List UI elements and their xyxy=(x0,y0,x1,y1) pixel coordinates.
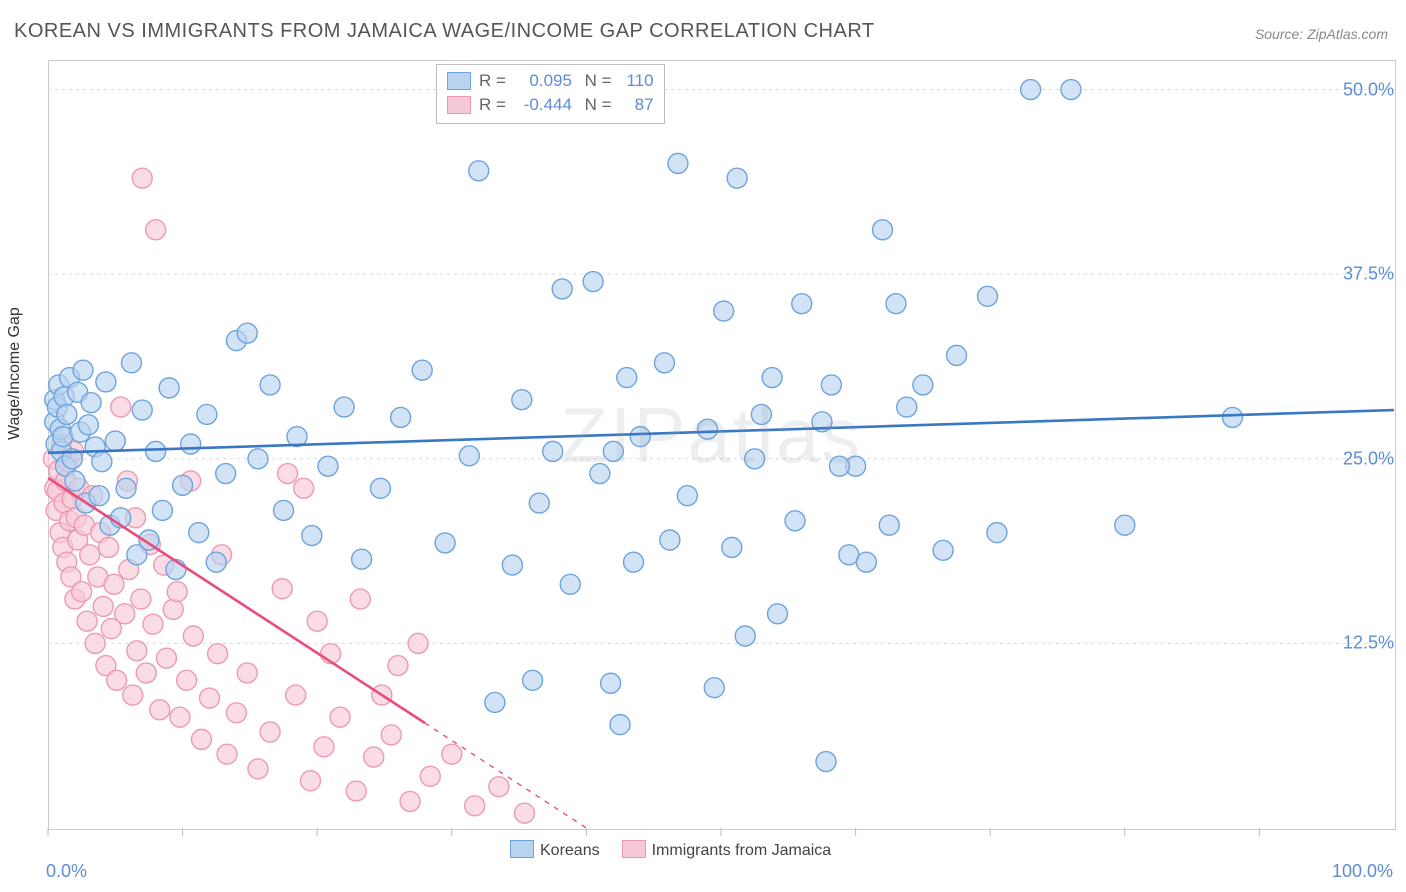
stats-row-koreans: R = 0.095 N = 110 xyxy=(447,69,654,93)
immigrants-r-value: -0.444 xyxy=(514,93,572,117)
koreans-r-value: 0.095 xyxy=(514,69,572,93)
stats-legend-box: R = 0.095 N = 110 R = -0.444 N = 87 xyxy=(436,64,665,124)
r-label: R = xyxy=(479,93,506,117)
stats-row-immigrants: R = -0.444 N = 87 xyxy=(447,93,654,117)
legend-item-koreans: Koreans xyxy=(510,840,600,860)
koreans-n-value: 110 xyxy=(620,69,654,93)
koreans-swatch-icon xyxy=(447,72,471,90)
y-tick-label: 25.0% xyxy=(1343,448,1394,469)
y-tick-label: 37.5% xyxy=(1343,264,1394,285)
n-label: N = xyxy=(580,69,612,93)
y-tick-label: 50.0% xyxy=(1343,79,1394,100)
n-label: N = xyxy=(580,93,612,117)
series-koreans-points xyxy=(45,80,1243,772)
legend-item-immigrants: Immigrants from Jamaica xyxy=(622,840,832,860)
x-tick-label-max: 100.0% xyxy=(1332,861,1393,882)
x-tick-label-min: 0.0% xyxy=(46,861,87,882)
koreans-swatch-icon xyxy=(510,840,534,858)
r-label: R = xyxy=(479,69,506,93)
series-immigrants-points xyxy=(43,168,534,823)
legend-label-immigrants: Immigrants from Jamaica xyxy=(652,842,832,859)
immigrants-swatch-icon xyxy=(447,96,471,114)
y-tick-label: 12.5% xyxy=(1343,633,1394,654)
scatter-chart xyxy=(0,0,1406,892)
series-legend: Koreans Immigrants from Jamaica xyxy=(510,840,831,860)
immigrants-n-value: 87 xyxy=(620,93,654,117)
x-ticks xyxy=(48,828,1259,836)
legend-label-koreans: Koreans xyxy=(540,842,600,859)
gridlines xyxy=(48,90,1394,644)
immigrants-swatch-icon xyxy=(622,840,646,858)
